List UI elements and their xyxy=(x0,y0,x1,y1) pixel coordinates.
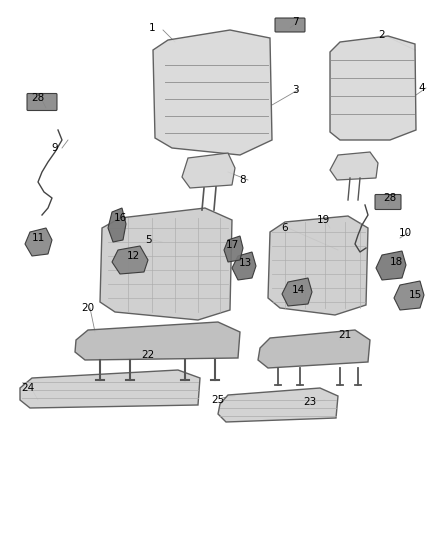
Text: 4: 4 xyxy=(419,83,425,93)
Polygon shape xyxy=(224,236,243,262)
Polygon shape xyxy=(268,216,368,315)
Text: 11: 11 xyxy=(32,233,45,243)
Text: 8: 8 xyxy=(240,175,246,185)
Text: 28: 28 xyxy=(32,93,45,103)
Polygon shape xyxy=(258,330,370,368)
Polygon shape xyxy=(330,152,378,180)
Text: 25: 25 xyxy=(212,395,225,405)
Text: 17: 17 xyxy=(226,240,239,250)
Text: 3: 3 xyxy=(292,85,298,95)
Text: 20: 20 xyxy=(81,303,95,313)
Text: 13: 13 xyxy=(238,258,251,268)
Polygon shape xyxy=(75,322,240,360)
Text: 7: 7 xyxy=(292,17,298,27)
Text: 9: 9 xyxy=(52,143,58,153)
Polygon shape xyxy=(330,36,416,140)
Text: 23: 23 xyxy=(304,397,317,407)
FancyBboxPatch shape xyxy=(27,93,57,110)
Text: 15: 15 xyxy=(408,290,422,300)
Polygon shape xyxy=(100,208,232,320)
Text: 19: 19 xyxy=(316,215,330,225)
Text: 12: 12 xyxy=(127,251,140,261)
Text: 6: 6 xyxy=(282,223,288,233)
Polygon shape xyxy=(153,30,272,155)
Text: 21: 21 xyxy=(339,330,352,340)
Text: 28: 28 xyxy=(383,193,397,203)
Text: 24: 24 xyxy=(21,383,35,393)
Polygon shape xyxy=(218,388,338,422)
Polygon shape xyxy=(282,278,312,306)
Text: 2: 2 xyxy=(379,30,385,40)
Text: 1: 1 xyxy=(148,23,155,33)
FancyBboxPatch shape xyxy=(375,195,401,209)
FancyBboxPatch shape xyxy=(275,18,305,32)
Text: 14: 14 xyxy=(291,285,304,295)
Polygon shape xyxy=(20,370,200,408)
Polygon shape xyxy=(112,246,148,274)
Text: 16: 16 xyxy=(113,213,127,223)
Polygon shape xyxy=(232,252,256,280)
Polygon shape xyxy=(182,153,235,188)
Text: 22: 22 xyxy=(141,350,155,360)
Polygon shape xyxy=(376,251,406,280)
Polygon shape xyxy=(25,228,52,256)
Text: 18: 18 xyxy=(389,257,403,267)
Text: 10: 10 xyxy=(399,228,412,238)
Text: 5: 5 xyxy=(145,235,151,245)
Polygon shape xyxy=(394,281,424,310)
Polygon shape xyxy=(108,208,126,242)
